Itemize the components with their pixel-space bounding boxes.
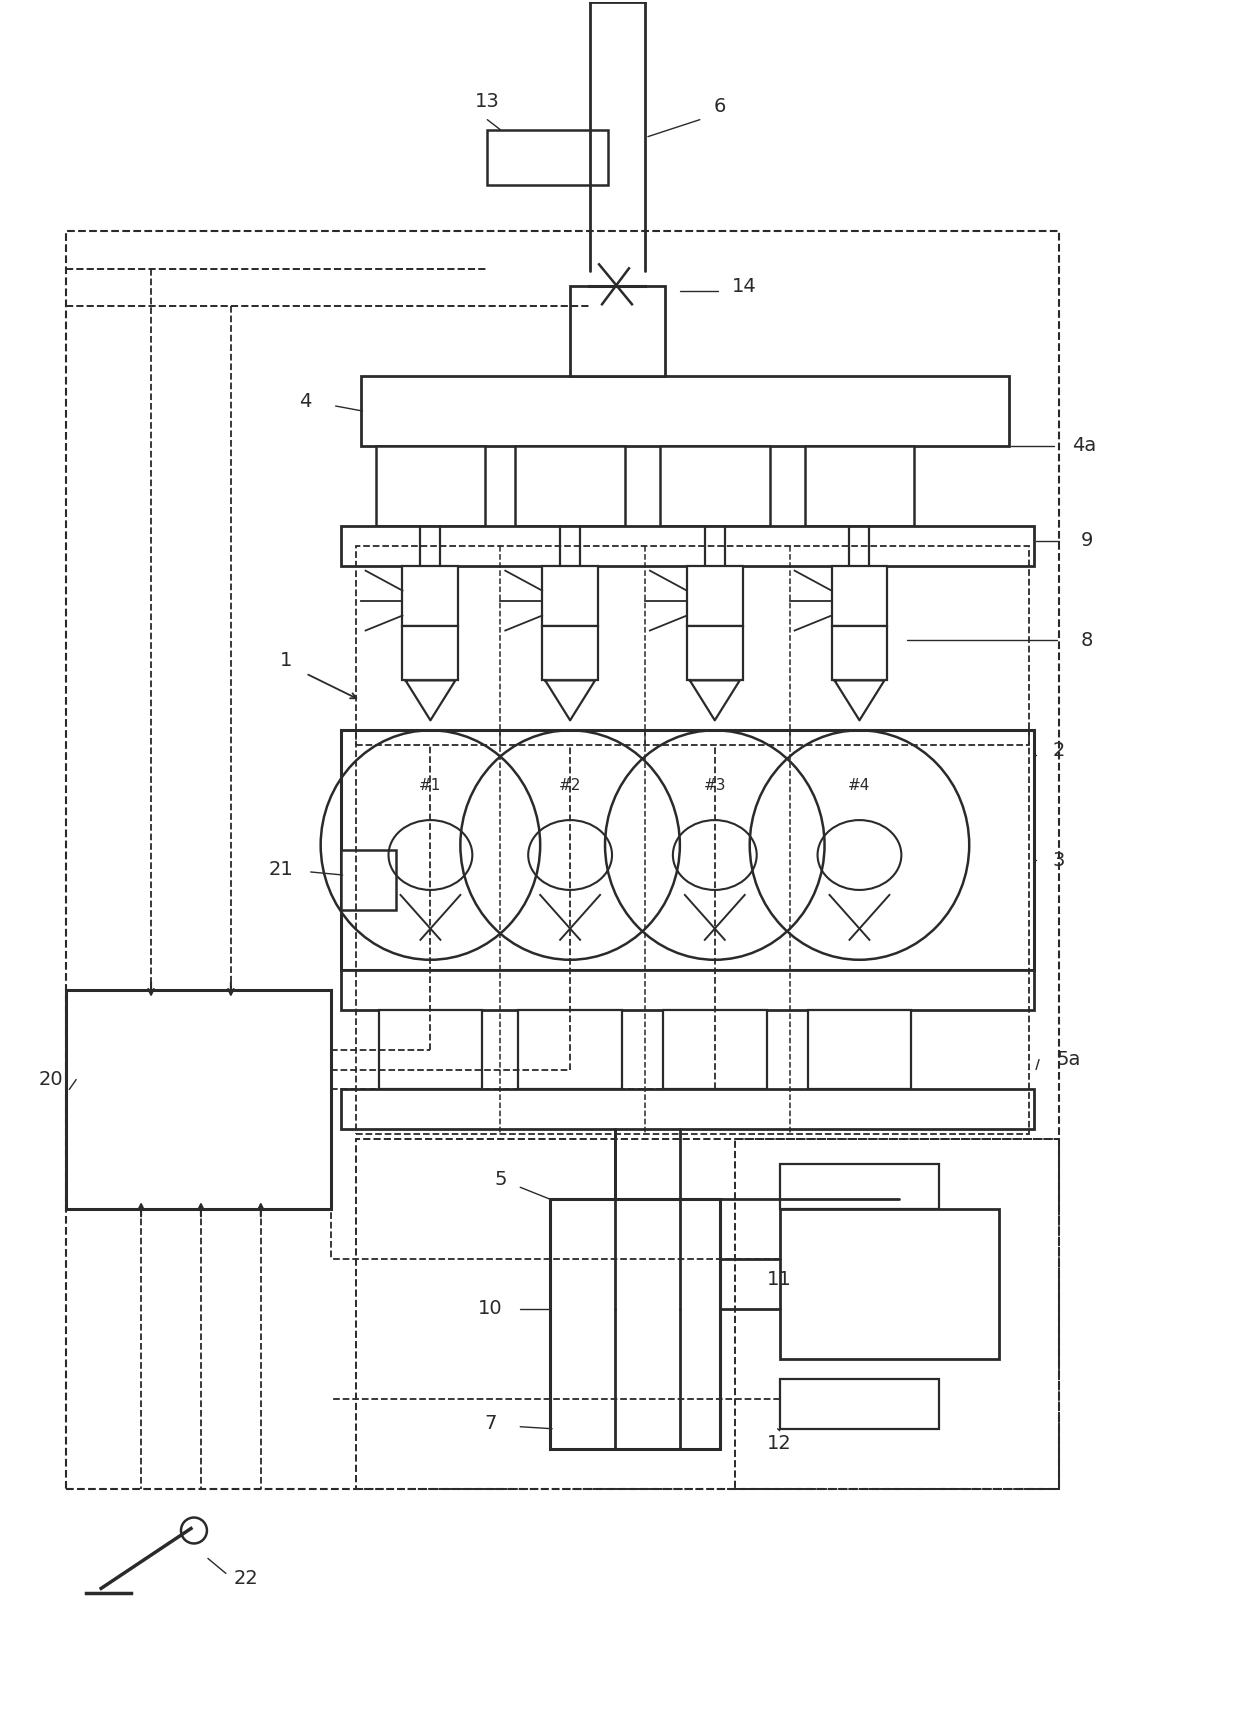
Bar xyxy=(780,1209,999,1359)
Bar xyxy=(542,625,598,680)
Text: 21: 21 xyxy=(268,861,293,880)
Bar xyxy=(735,1140,1059,1488)
Text: 8: 8 xyxy=(1081,630,1094,649)
Polygon shape xyxy=(546,680,595,720)
Text: #4: #4 xyxy=(848,778,870,792)
Text: 13: 13 xyxy=(475,93,500,112)
Bar xyxy=(687,625,743,680)
Text: #1: #1 xyxy=(419,778,441,792)
Bar xyxy=(341,851,396,909)
Bar xyxy=(570,286,665,375)
Text: 10: 10 xyxy=(477,1300,502,1319)
Bar xyxy=(66,990,331,1209)
Text: #3: #3 xyxy=(703,778,727,792)
Bar xyxy=(376,446,485,525)
Bar xyxy=(805,446,914,525)
Bar xyxy=(341,525,1034,565)
Text: 2: 2 xyxy=(1053,740,1065,759)
Text: 20: 20 xyxy=(38,1069,63,1088)
Bar xyxy=(356,730,1029,1135)
Bar xyxy=(341,1090,1034,1130)
Polygon shape xyxy=(835,680,884,720)
Bar xyxy=(780,1164,939,1209)
Text: 5a: 5a xyxy=(1056,1050,1081,1069)
Bar xyxy=(487,129,608,184)
Bar xyxy=(687,565,743,625)
Polygon shape xyxy=(405,680,455,720)
Text: 22: 22 xyxy=(233,1569,258,1588)
Polygon shape xyxy=(689,680,740,720)
Bar xyxy=(807,1009,911,1090)
Text: 4a: 4a xyxy=(1071,436,1096,455)
Text: 11: 11 xyxy=(768,1269,792,1288)
Bar xyxy=(66,231,1059,1488)
Text: 5: 5 xyxy=(494,1169,506,1188)
Bar xyxy=(361,375,1009,446)
Bar xyxy=(551,1199,719,1448)
Text: 6: 6 xyxy=(713,96,725,115)
Text: 1: 1 xyxy=(279,651,291,670)
Bar xyxy=(516,446,625,525)
Bar xyxy=(542,565,598,625)
Bar xyxy=(341,969,1034,1009)
Text: 7: 7 xyxy=(484,1414,496,1433)
Bar xyxy=(518,1009,622,1090)
Text: 12: 12 xyxy=(768,1434,792,1453)
Bar xyxy=(663,1009,766,1090)
Bar xyxy=(356,1140,1059,1488)
Bar xyxy=(356,546,1029,746)
Text: #2: #2 xyxy=(559,778,582,792)
Bar xyxy=(403,625,459,680)
Text: 14: 14 xyxy=(733,277,758,296)
Text: 9: 9 xyxy=(1081,530,1094,551)
Bar xyxy=(832,565,888,625)
Bar xyxy=(832,625,888,680)
Text: 3: 3 xyxy=(1053,851,1065,870)
Bar xyxy=(780,1379,939,1429)
Bar xyxy=(341,730,1034,969)
Bar xyxy=(403,565,459,625)
Bar xyxy=(378,1009,482,1090)
Text: 4: 4 xyxy=(300,391,312,410)
Bar xyxy=(660,446,770,525)
